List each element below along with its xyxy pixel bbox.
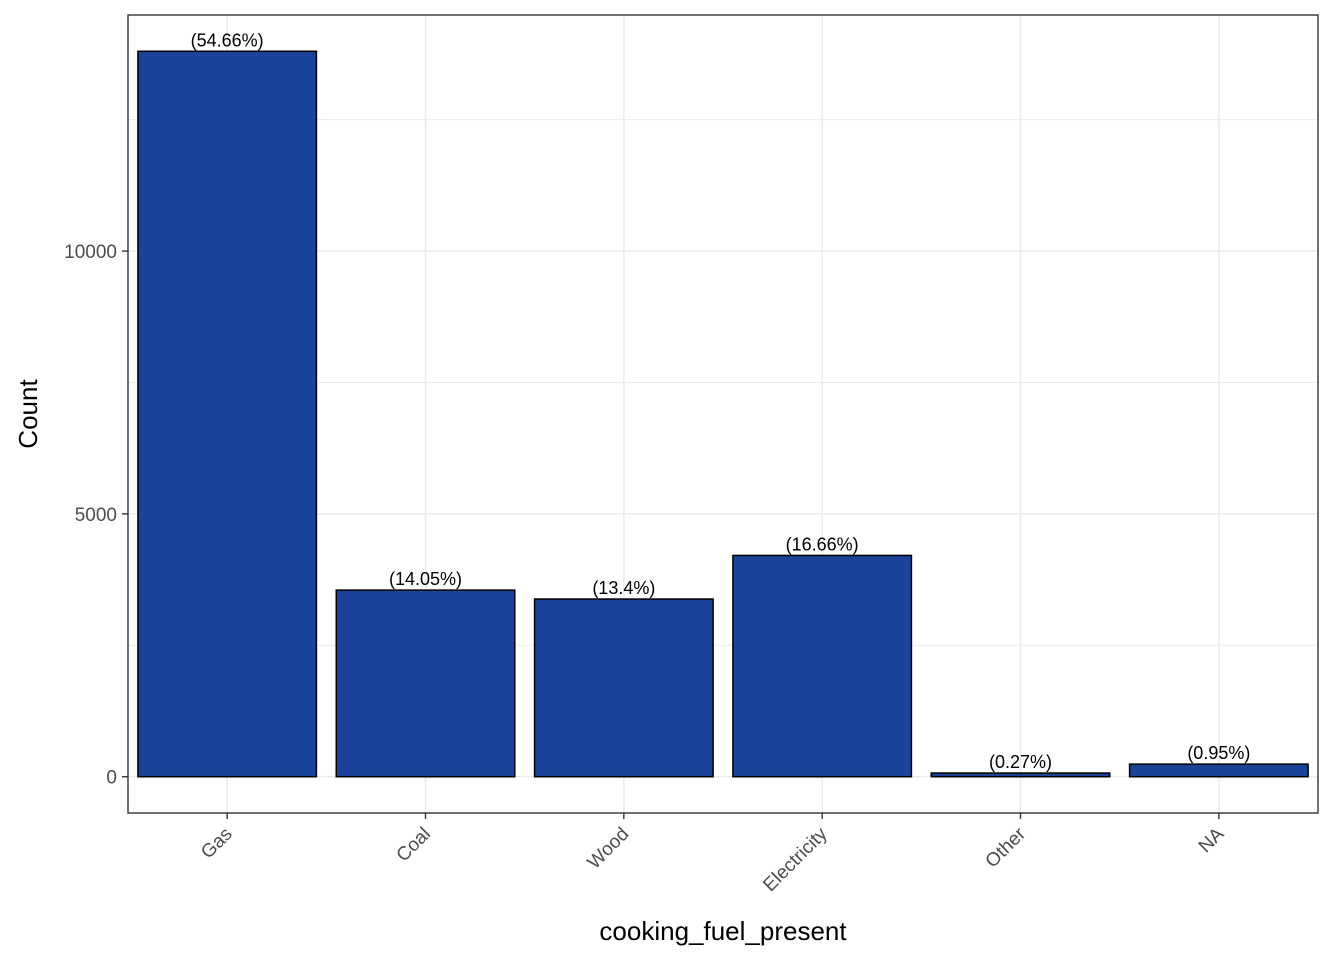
bar-coal — [335, 589, 516, 778]
bar-layer — [137, 50, 1309, 778]
x-tick-label: Wood — [584, 824, 634, 874]
bar-electricity — [732, 554, 913, 778]
x-tick-label: Electricity — [759, 823, 832, 896]
x-tick-label: Coal — [393, 824, 435, 866]
x-tick-label: Gas — [197, 824, 236, 863]
y-axis-title: Count — [13, 379, 43, 449]
bar-value-label: (54.66%) — [191, 30, 264, 50]
x-tick-label: Other — [982, 823, 1031, 872]
y-tick-label: 0 — [106, 768, 117, 789]
bar-value-label: (13.4%) — [592, 578, 655, 598]
bar-value-label: (16.66%) — [786, 534, 859, 554]
x-tick-label: NA — [1195, 823, 1229, 857]
bar-wood — [533, 598, 714, 778]
bar-value-label: (0.95%) — [1187, 743, 1250, 763]
bar-gas — [137, 50, 318, 778]
bar-label-layer: (54.66%) (14.05%) (13.4%) (16.66%) (0.27%) (0… — [191, 30, 1251, 772]
y-tick-label: 10000 — [64, 242, 117, 263]
bar-na — [1128, 763, 1309, 778]
bar-value-label: (0.27%) — [989, 752, 1052, 772]
x-axis-title: cooking_fuel_present — [599, 916, 847, 946]
bar-value-label: (14.05%) — [389, 569, 462, 589]
panel-border — [127, 14, 1319, 814]
y-tick-label: 5000 — [75, 505, 117, 526]
bar-other — [930, 772, 1111, 778]
